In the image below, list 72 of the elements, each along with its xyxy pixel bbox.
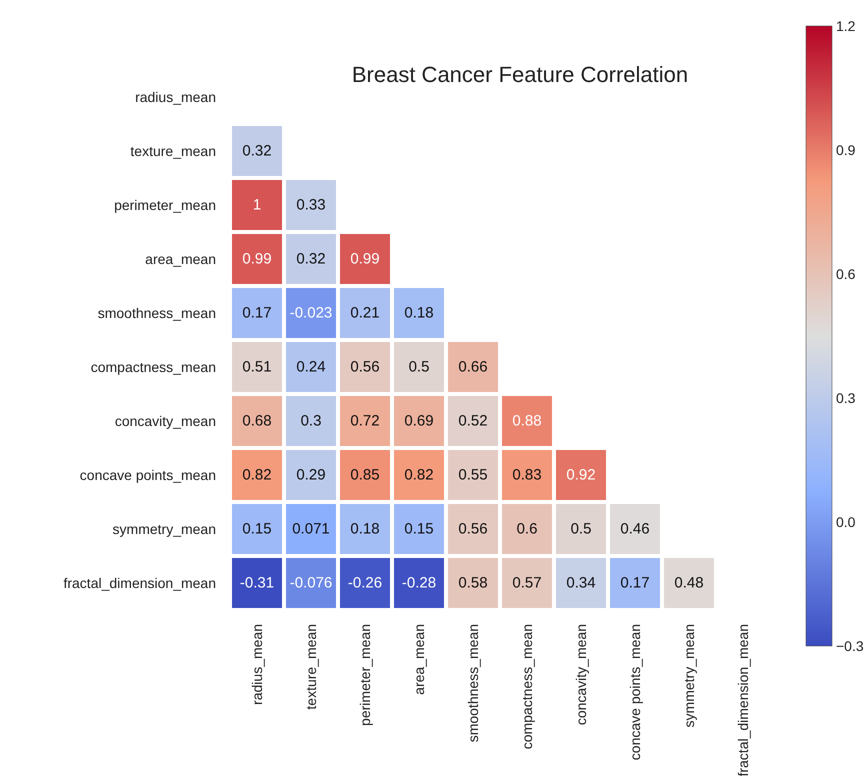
y-tick-label: smoothness_mean — [98, 305, 216, 321]
y-tick-label: fractal_dimension_mean — [63, 575, 216, 591]
color-bar-label: −0.3 — [836, 638, 864, 654]
data-label: 0.68 — [242, 412, 272, 430]
data-label: 0.85 — [350, 466, 380, 484]
data-label: 0.17 — [620, 574, 650, 592]
data-label: 0.32 — [242, 142, 272, 160]
data-label: 0.21 — [350, 304, 380, 322]
color-bar-label: 1.2 — [836, 18, 856, 34]
y-tick-label: radius_mean — [135, 89, 216, 105]
data-label: -0.31 — [240, 574, 274, 592]
color-bar-label: 0.9 — [836, 142, 856, 158]
data-label: 0.071 — [292, 520, 330, 538]
data-label: 0.56 — [350, 358, 380, 376]
y-tick-label: concavity_mean — [114, 413, 216, 429]
y-tick-label: concave points_mean — [80, 467, 216, 483]
data-label: 0.82 — [242, 466, 272, 484]
data-label: 0.15 — [242, 520, 272, 538]
data-label: -0.28 — [402, 574, 436, 592]
data-label: 0.57 — [512, 574, 542, 592]
x-tick-label: fractal_dimension_mean — [735, 624, 751, 777]
data-label: 0.56 — [458, 520, 488, 538]
data-label: 0.92 — [566, 466, 596, 484]
data-label: 0.51 — [242, 358, 272, 376]
data-label: 0.52 — [458, 412, 488, 430]
x-tick-label: concave points_mean — [627, 624, 643, 760]
chart-title: Breast Cancer Feature Correlation — [350, 62, 690, 88]
y-tick-label: symmetry_mean — [112, 521, 216, 537]
data-label: -0.023 — [290, 304, 332, 322]
data-label: 0.99 — [350, 250, 380, 268]
data-label: 0.18 — [350, 520, 380, 538]
data-label: 0.3 — [300, 412, 322, 430]
data-label: 0.34 — [566, 574, 596, 592]
data-label: 0.69 — [404, 412, 434, 430]
data-label: 1 — [252, 196, 262, 214]
data-label: 0.83 — [512, 466, 542, 484]
color-bar-label: 0.3 — [836, 390, 856, 406]
data-label: 0.58 — [458, 574, 488, 592]
data-label: 0.46 — [620, 520, 650, 538]
data-label: 0.5 — [570, 520, 592, 538]
data-label: 0.15 — [404, 520, 434, 538]
data-label: 0.72 — [350, 412, 380, 430]
data-label: 0.99 — [242, 250, 272, 268]
data-label: -0.26 — [348, 574, 382, 592]
data-label: 0.32 — [296, 250, 326, 268]
x-tick-label: smoothness_mean — [465, 624, 481, 742]
y-tick-label: perimeter_mean — [114, 197, 216, 213]
y-tick-label: area_mean — [145, 251, 216, 267]
data-label: 0.82 — [404, 466, 434, 484]
data-label: 0.6 — [516, 520, 538, 538]
data-label: 0.24 — [296, 358, 326, 376]
x-tick-label: concavity_mean — [573, 624, 589, 726]
x-tick-label: compactness_mean — [519, 624, 535, 750]
data-label: 0.18 — [404, 304, 434, 322]
x-tick-label: area_mean — [411, 624, 427, 695]
data-label: 0.33 — [296, 196, 326, 214]
data-label: -0.076 — [290, 574, 332, 592]
x-tick-label: symmetry_mean — [681, 624, 697, 728]
color-bar-label: 0.6 — [836, 266, 856, 282]
color-bar-label: 0.0 — [836, 514, 856, 530]
y-tick-label: texture_mean — [130, 143, 216, 159]
data-label: 0.55 — [458, 466, 488, 484]
data-label: 0.5 — [408, 358, 430, 376]
data-label: 0.29 — [296, 466, 326, 484]
data-label: 0.88 — [512, 412, 542, 430]
data-label: 0.48 — [674, 574, 704, 592]
data-label: 0.66 — [458, 358, 488, 376]
x-tick-label: texture_mean — [303, 624, 319, 710]
data-label: 0.17 — [242, 304, 272, 322]
y-tick-label: compactness_mean — [90, 359, 216, 375]
x-tick-label: perimeter_mean — [357, 624, 373, 726]
x-tick-label: radius_mean — [249, 624, 265, 705]
